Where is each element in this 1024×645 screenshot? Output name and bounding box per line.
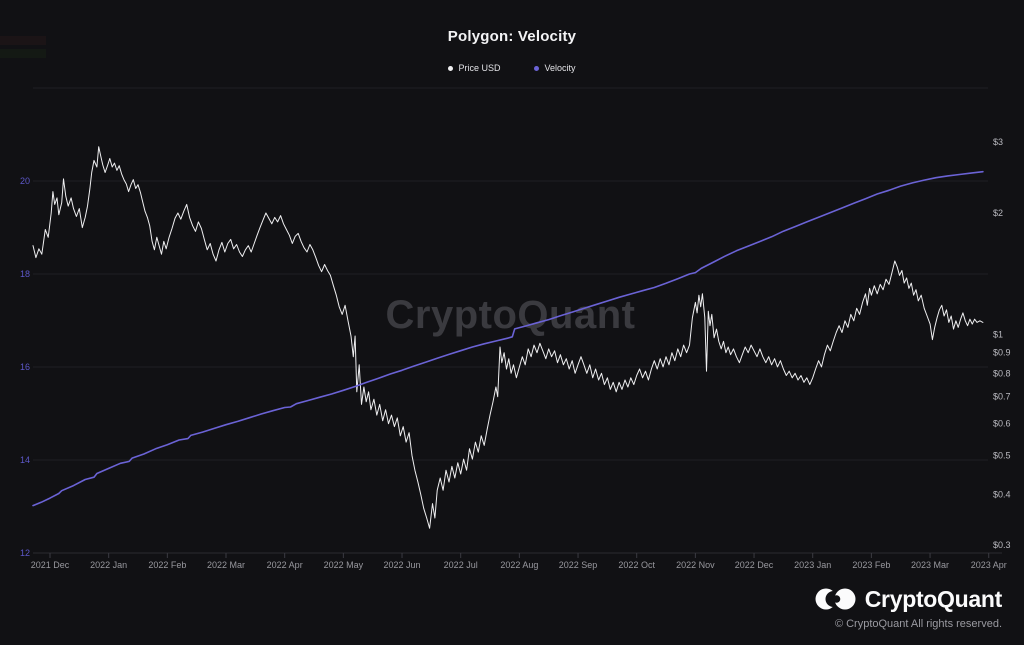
x-axis-label: 2022 Aug [500, 560, 538, 570]
right-axis-label: $0.3 [993, 540, 1011, 550]
velocity-series-dot [534, 65, 540, 71]
x-axis-label: 2022 Mar [207, 560, 245, 570]
left-axis-label: 14 [20, 455, 30, 465]
x-axis-label: 2023 Mar [911, 560, 949, 570]
x-axis-label: 2021 Dec [31, 560, 70, 570]
right-axis-label: $0.5 [993, 451, 1011, 461]
left-axis-label: 12 [20, 548, 30, 558]
x-axis-label: 2022 Dec [735, 560, 774, 570]
left-axis-label: 16 [20, 362, 30, 372]
velocity-line [32, 170, 984, 507]
copyright-text: © CryptoQuant All rights reserved. [834, 618, 1002, 630]
x-axis-label: 2022 Jun [383, 560, 420, 570]
x-axis-label: 2022 Sep [559, 560, 598, 570]
legend-item-price[interactable]: Price USD [448, 63, 500, 73]
brand-name: CryptoQuant [864, 585, 1003, 612]
footer: CryptoQuant © CryptoQuant All rights res… [815, 584, 1002, 630]
legend-label-velocity: Velocity [544, 63, 576, 73]
x-axis-label: 2022 May [324, 560, 364, 570]
right-axis-label: $0.9 [993, 348, 1011, 358]
x-axis-label: 2022 Nov [676, 560, 715, 570]
price-series-dot [448, 65, 454, 71]
right-axis-label: $1 [993, 329, 1003, 339]
left-axis-label: 20 [20, 176, 30, 186]
x-axis-label: 2022 Jan [90, 560, 127, 570]
cryptoquant-logo-icon [815, 588, 856, 610]
corner-artifact-top [0, 36, 46, 45]
watermark-text: CryptoQuant [385, 293, 636, 337]
right-axis-label: $3 [993, 137, 1003, 147]
corner-artifact-bottom [0, 49, 46, 58]
x-axis-label: 2022 Apr [267, 560, 303, 570]
right-axis-label: $0.7 [993, 392, 1011, 402]
x-axis-label: 2022 Jul [444, 560, 478, 570]
legend-label-price: Price USD [458, 63, 501, 73]
price-usd-line [32, 146, 984, 529]
right-axis-label: $0.4 [993, 490, 1011, 500]
legend-item-velocity[interactable]: Velocity [534, 63, 576, 73]
brand-row: CryptoQuant [815, 584, 1002, 614]
chart-title: Polygon: Velocity [447, 28, 577, 45]
x-axis-label: 2023 Apr [971, 560, 1007, 570]
x-axis-label: 2023 Jan [794, 560, 831, 570]
x-axis-label: 2023 Feb [852, 560, 890, 570]
x-axis-label: 2022 Feb [148, 560, 186, 570]
x-axis-label: 2022 Oct [618, 560, 655, 570]
right-axis-label: $2 [993, 208, 1003, 218]
right-axis-label: $0.8 [993, 368, 1011, 378]
left-axis-label: 18 [20, 269, 30, 279]
right-axis-label: $0.6 [993, 419, 1011, 429]
legend: Price USD Velocity [0, 63, 1024, 73]
